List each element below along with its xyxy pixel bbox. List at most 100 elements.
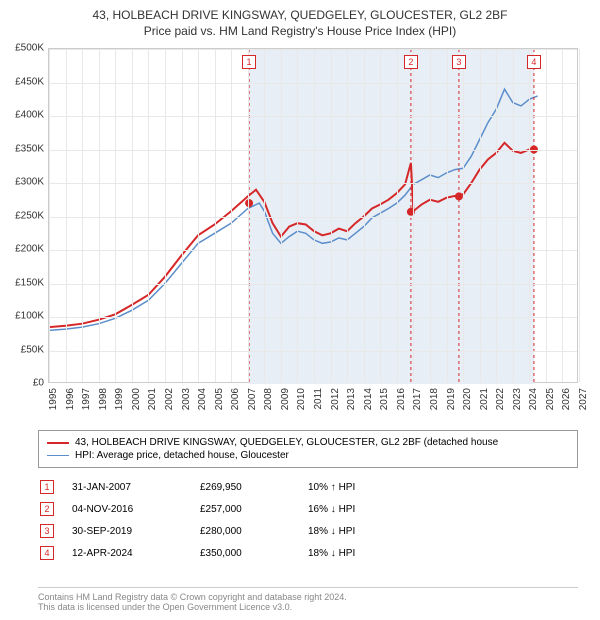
transaction-table: 131-JAN-2007£269,95010% ↑ HPI204-NOV-201… — [38, 476, 578, 564]
y-tick-label: £300K — [15, 177, 44, 188]
legend-item-hpi: HPI: Average price, detached house, Glou… — [47, 450, 569, 461]
x-tick-label: 2021 — [479, 388, 490, 410]
legend-swatch-property — [47, 442, 69, 444]
grid-line — [264, 49, 265, 382]
y-tick-label: £350K — [15, 143, 44, 154]
transaction-diff: 16% ↓ HPI — [308, 504, 398, 515]
x-tick-label: 2026 — [561, 388, 572, 410]
grid-line — [297, 49, 298, 382]
transaction-date: 12-APR-2024 — [72, 548, 182, 559]
grid-line — [413, 49, 414, 382]
y-tick-label: £500K — [15, 43, 44, 54]
x-tick-label: 2008 — [263, 388, 274, 410]
y-tick-label: £0 — [33, 378, 44, 389]
x-tick-label: 2006 — [230, 388, 241, 410]
y-tick-label: £400K — [15, 110, 44, 121]
y-tick-label: £50K — [21, 344, 44, 355]
transaction-date: 04-NOV-2016 — [72, 504, 182, 515]
transaction-row-marker: 1 — [40, 480, 54, 494]
x-tick-label: 2027 — [578, 388, 589, 410]
grid-line — [397, 49, 398, 382]
x-tick-label: 2007 — [247, 388, 258, 410]
x-tick-label: 1996 — [65, 388, 76, 410]
transaction-row: 412-APR-2024£350,00018% ↓ HPI — [38, 542, 578, 564]
transaction-price: £269,950 — [200, 482, 290, 493]
y-tick-label: £200K — [15, 244, 44, 255]
grid-line — [49, 250, 577, 251]
transaction-marker-2: 2 — [404, 55, 418, 69]
grid-line — [82, 49, 83, 382]
x-tick-label: 1997 — [81, 388, 92, 410]
transaction-date: 30-SEP-2019 — [72, 526, 182, 537]
grid-line — [99, 49, 100, 382]
legend-item-property: 43, HOLBEACH DRIVE KINGSWAY, QUEDGELEY, … — [47, 437, 569, 448]
transaction-price: £280,000 — [200, 526, 290, 537]
x-tick-label: 1999 — [114, 388, 125, 410]
transaction-row: 330-SEP-2019£280,00018% ↓ HPI — [38, 520, 578, 542]
grid-line — [115, 49, 116, 382]
x-tick-label: 2010 — [296, 388, 307, 410]
grid-line — [49, 183, 577, 184]
transaction-row-marker: 2 — [40, 502, 54, 516]
grid-line — [49, 317, 577, 318]
grid-line — [480, 49, 481, 382]
transaction-price: £350,000 — [200, 548, 290, 559]
transaction-diff: 18% ↓ HPI — [308, 526, 398, 537]
grid-line — [49, 83, 577, 84]
y-tick-label: £250K — [15, 210, 44, 221]
x-tick-label: 2023 — [512, 388, 523, 410]
grid-line — [314, 49, 315, 382]
legend: 43, HOLBEACH DRIVE KINGSWAY, QUEDGELEY, … — [38, 430, 578, 468]
grid-line — [248, 49, 249, 382]
grid-line — [231, 49, 232, 382]
grid-line — [380, 49, 381, 382]
grid-line — [430, 49, 431, 382]
grid-line — [496, 49, 497, 382]
transaction-row: 2 04-NOV-2016 £257,000 16% ↓ HPI — [38, 498, 578, 520]
grid-line — [331, 49, 332, 382]
grid-line — [182, 49, 183, 382]
grid-line — [49, 217, 577, 218]
x-tick-label: 2011 — [313, 388, 324, 410]
x-tick-label: 1998 — [98, 388, 109, 410]
grid-line — [49, 116, 577, 117]
y-tick-label: £450K — [15, 76, 44, 87]
grid-line — [132, 49, 133, 382]
x-tick-label: 2012 — [330, 388, 341, 410]
transaction-marker-4: 4 — [527, 55, 541, 69]
x-tick-label: 2018 — [429, 388, 440, 410]
x-tick-label: 2002 — [164, 388, 175, 410]
transaction-marker-1: 1 — [242, 55, 256, 69]
plot-area: 1234 — [48, 48, 578, 383]
chart-container: 43, HOLBEACH DRIVE KINGSWAY, QUEDGELEY, … — [0, 0, 600, 620]
x-tick-label: 2014 — [363, 388, 374, 410]
x-tick-label: 2019 — [446, 388, 457, 410]
transaction-point — [455, 192, 463, 200]
grid-line — [513, 49, 514, 382]
grid-line — [49, 49, 50, 382]
grid-line — [49, 284, 577, 285]
grid-line — [49, 351, 577, 352]
grid-line — [562, 49, 563, 382]
grid-line — [49, 49, 577, 50]
grid-line — [165, 49, 166, 382]
x-tick-label: 2009 — [280, 388, 291, 410]
x-tick-label: 2025 — [545, 388, 556, 410]
chart-title: 43, HOLBEACH DRIVE KINGSWAY, QUEDGELEY, … — [10, 8, 590, 22]
y-axis: £0£50K£100K£150K£200K£250K£300K£350K£400… — [0, 48, 46, 383]
transaction-price: £257,000 — [200, 504, 290, 515]
grid-line — [49, 150, 577, 151]
x-tick-label: 2016 — [396, 388, 407, 410]
x-tick-label: 2020 — [462, 388, 473, 410]
grid-line — [347, 49, 348, 382]
grid-line — [546, 49, 547, 382]
grid-line — [364, 49, 365, 382]
transaction-date: 31-JAN-2007 — [72, 482, 182, 493]
legend-label-property: 43, HOLBEACH DRIVE KINGSWAY, QUEDGELEY, … — [75, 437, 498, 448]
grid-line — [447, 49, 448, 382]
x-tick-label: 2024 — [528, 388, 539, 410]
y-tick-label: £150K — [15, 277, 44, 288]
footer-line2: This data is licensed under the Open Gov… — [38, 602, 578, 612]
transaction-point — [245, 199, 253, 207]
x-tick-label: 2001 — [147, 388, 158, 410]
